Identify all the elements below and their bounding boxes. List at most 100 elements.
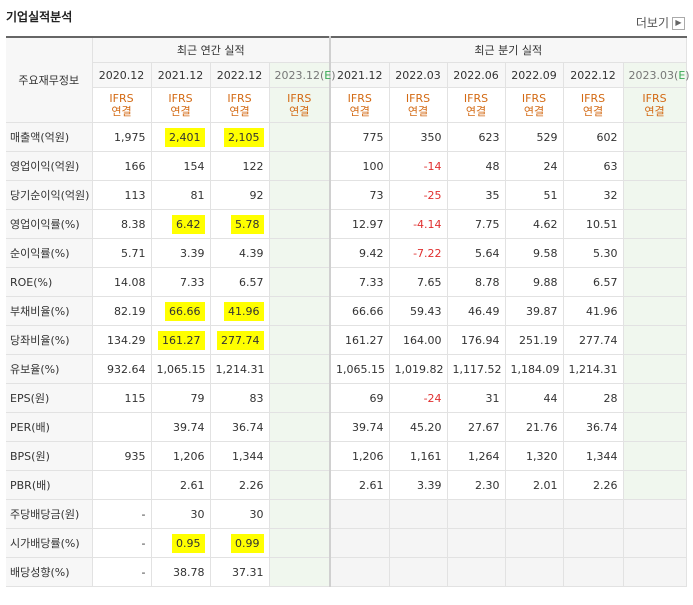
table-cell <box>269 383 332 413</box>
table-cell: 1,019.82 <box>389 354 448 384</box>
period-8: 2022.12 <box>563 62 624 88</box>
table-row: 주당배당금(원) -30 30 <box>6 499 687 529</box>
table-cell <box>447 528 506 558</box>
table-cell: 1,065.15 <box>330 354 390 384</box>
ifrs-label-5: IFRS 연결 <box>389 87 448 123</box>
table-cell: 30 <box>210 499 270 529</box>
table-cell <box>269 151 332 181</box>
table-cell <box>269 354 332 384</box>
table-cell: 113 <box>92 180 152 210</box>
group-header-row: 주요재무정보 최근 연간 실적 최근 분기 실적 <box>6 37 687 123</box>
table-cell: 2,401 <box>151 122 211 152</box>
period-2: 2022.12 <box>210 62 270 88</box>
table-cell <box>269 238 332 268</box>
table-cell: 41.96 <box>563 296 624 326</box>
table-cell <box>269 557 332 587</box>
table-cell: 1,161 <box>389 441 448 471</box>
table-cell: 1,320 <box>505 441 564 471</box>
table-cell: 277.74 <box>210 325 270 355</box>
table-cell: 1,117.52 <box>447 354 506 384</box>
financial-table: 주요재무정보 최근 연간 실적 최근 분기 실적 2020.12 2021.12 2… <box>6 36 690 587</box>
table-row: 부채비율(%) 82.19 66.66 41.96 66.66 59.43 46.49 39.… <box>6 296 687 326</box>
quarter-header: 최근 분기 실적 <box>330 37 687 63</box>
table-row: 영업이익률(%) 8.38 6.42 5.78 12.97 -4.14 7.75 4.62 10… <box>6 209 687 239</box>
table-cell: 38.78 <box>151 557 211 587</box>
table-cell <box>623 383 687 413</box>
table-row: PBR(배) 2.61 2.26 2.61 3.39 2.30 2.01 2.26 <box>6 470 687 500</box>
table-cell: - <box>92 499 152 529</box>
table-cell: 9.88 <box>505 267 564 297</box>
table-cell: 932.64 <box>92 354 152 384</box>
table-row: 당좌비율(%) 134.29 161.27 277.74 161.27 164.00 176… <box>6 325 687 355</box>
table-cell: 0.99 <box>210 528 270 558</box>
table-cell: 7.65 <box>389 267 448 297</box>
table-cell: 161.27 <box>330 325 390 355</box>
row-label: 매출액(억원) <box>6 122 93 152</box>
table-cell: 623 <box>447 122 506 152</box>
row-label: 배당성향(%) <box>6 557 93 587</box>
table-row: 시가배당률(%) -0.95 0.99 <box>6 528 687 558</box>
table-cell: 30 <box>151 499 211 529</box>
table-cell <box>505 499 564 529</box>
table-cell <box>269 528 332 558</box>
table-cell: 1,264 <box>447 441 506 471</box>
more-label: 더보기 <box>635 16 669 30</box>
table-body: 매출액(억원) 1,975 2,401 2,105 775 350 623 529 602 영업이… <box>6 122 687 587</box>
table-cell: 350 <box>389 122 448 152</box>
ifrs-label-3: IFRS 연결 <box>269 87 332 123</box>
table-cell: 2.26 <box>210 470 270 500</box>
table-row: EPS(원) 115 79 83 69 -24 31 44 28 <box>6 383 687 413</box>
table-cell: 51 <box>505 180 564 210</box>
table-cell: 8.78 <box>447 267 506 297</box>
table-cell <box>623 499 687 529</box>
table-cell: 3.39 <box>389 470 448 500</box>
table-cell <box>505 557 564 587</box>
period-9: 2023.03(E) <box>623 62 690 88</box>
table-cell: -25 <box>389 180 448 210</box>
ifrs-label-8: IFRS 연결 <box>563 87 624 123</box>
table-cell: 36.74 <box>563 412 624 442</box>
row-label: 유보율(%) <box>6 354 93 384</box>
row-label: PBR(배) <box>6 470 93 500</box>
table-row: 영업이익(억원) 166 154 122 100 -14 48 24 63 <box>6 151 687 181</box>
table-cell: 48 <box>447 151 506 181</box>
table-cell: 0.95 <box>151 528 211 558</box>
table-cell: 41.96 <box>210 296 270 326</box>
table-cell <box>269 209 332 239</box>
table-cell <box>623 267 687 297</box>
table-cell: 66.66 <box>151 296 211 326</box>
table-cell: 1,214.31 <box>210 354 270 384</box>
table-cell: 35 <box>447 180 506 210</box>
table-cell: 37.31 <box>210 557 270 587</box>
table-cell: 1,214.31 <box>563 354 624 384</box>
table-cell: 45.20 <box>389 412 448 442</box>
row-label: 주당배당금(원) <box>6 499 93 529</box>
period-5: 2022.03 <box>389 62 448 88</box>
table-cell <box>447 557 506 587</box>
table-cell: 10.51 <box>563 209 624 239</box>
table-row: BPS(원) 935 1,206 1,344 1,206 1,161 1,264 1,320 1… <box>6 441 687 471</box>
table-cell: 277.74 <box>563 325 624 355</box>
table-cell: 69 <box>330 383 390 413</box>
row-label: 시가배당률(%) <box>6 528 93 558</box>
table-cell: 46.49 <box>447 296 506 326</box>
more-link[interactable]: 더보기 ▶ <box>636 14 685 31</box>
table-cell: 2.61 <box>330 470 390 500</box>
table-cell <box>269 180 332 210</box>
row-label: 순이익률(%) <box>6 238 93 268</box>
table-cell: 66.66 <box>330 296 390 326</box>
table-cell: 2.30 <box>447 470 506 500</box>
row-label: PER(배) <box>6 412 93 442</box>
table-cell: 1,344 <box>563 441 624 471</box>
period-3: 2023.12(E) <box>269 62 336 88</box>
period-row: 2020.12 2021.12 2022.12 2023.12(E) 2021.12 20… <box>6 62 690 88</box>
table-row: 유보율(%) 932.64 1,065.15 1,214.31 1,065.15 1,01… <box>6 354 687 384</box>
row-label: ROE(%) <box>6 267 93 297</box>
table-cell: 4.39 <box>210 238 270 268</box>
period-1: 2021.12 <box>151 62 211 88</box>
table-cell <box>563 499 624 529</box>
table-cell: 251.19 <box>505 325 564 355</box>
table-cell: 9.58 <box>505 238 564 268</box>
table-cell <box>269 296 332 326</box>
table-cell: 4.62 <box>505 209 564 239</box>
